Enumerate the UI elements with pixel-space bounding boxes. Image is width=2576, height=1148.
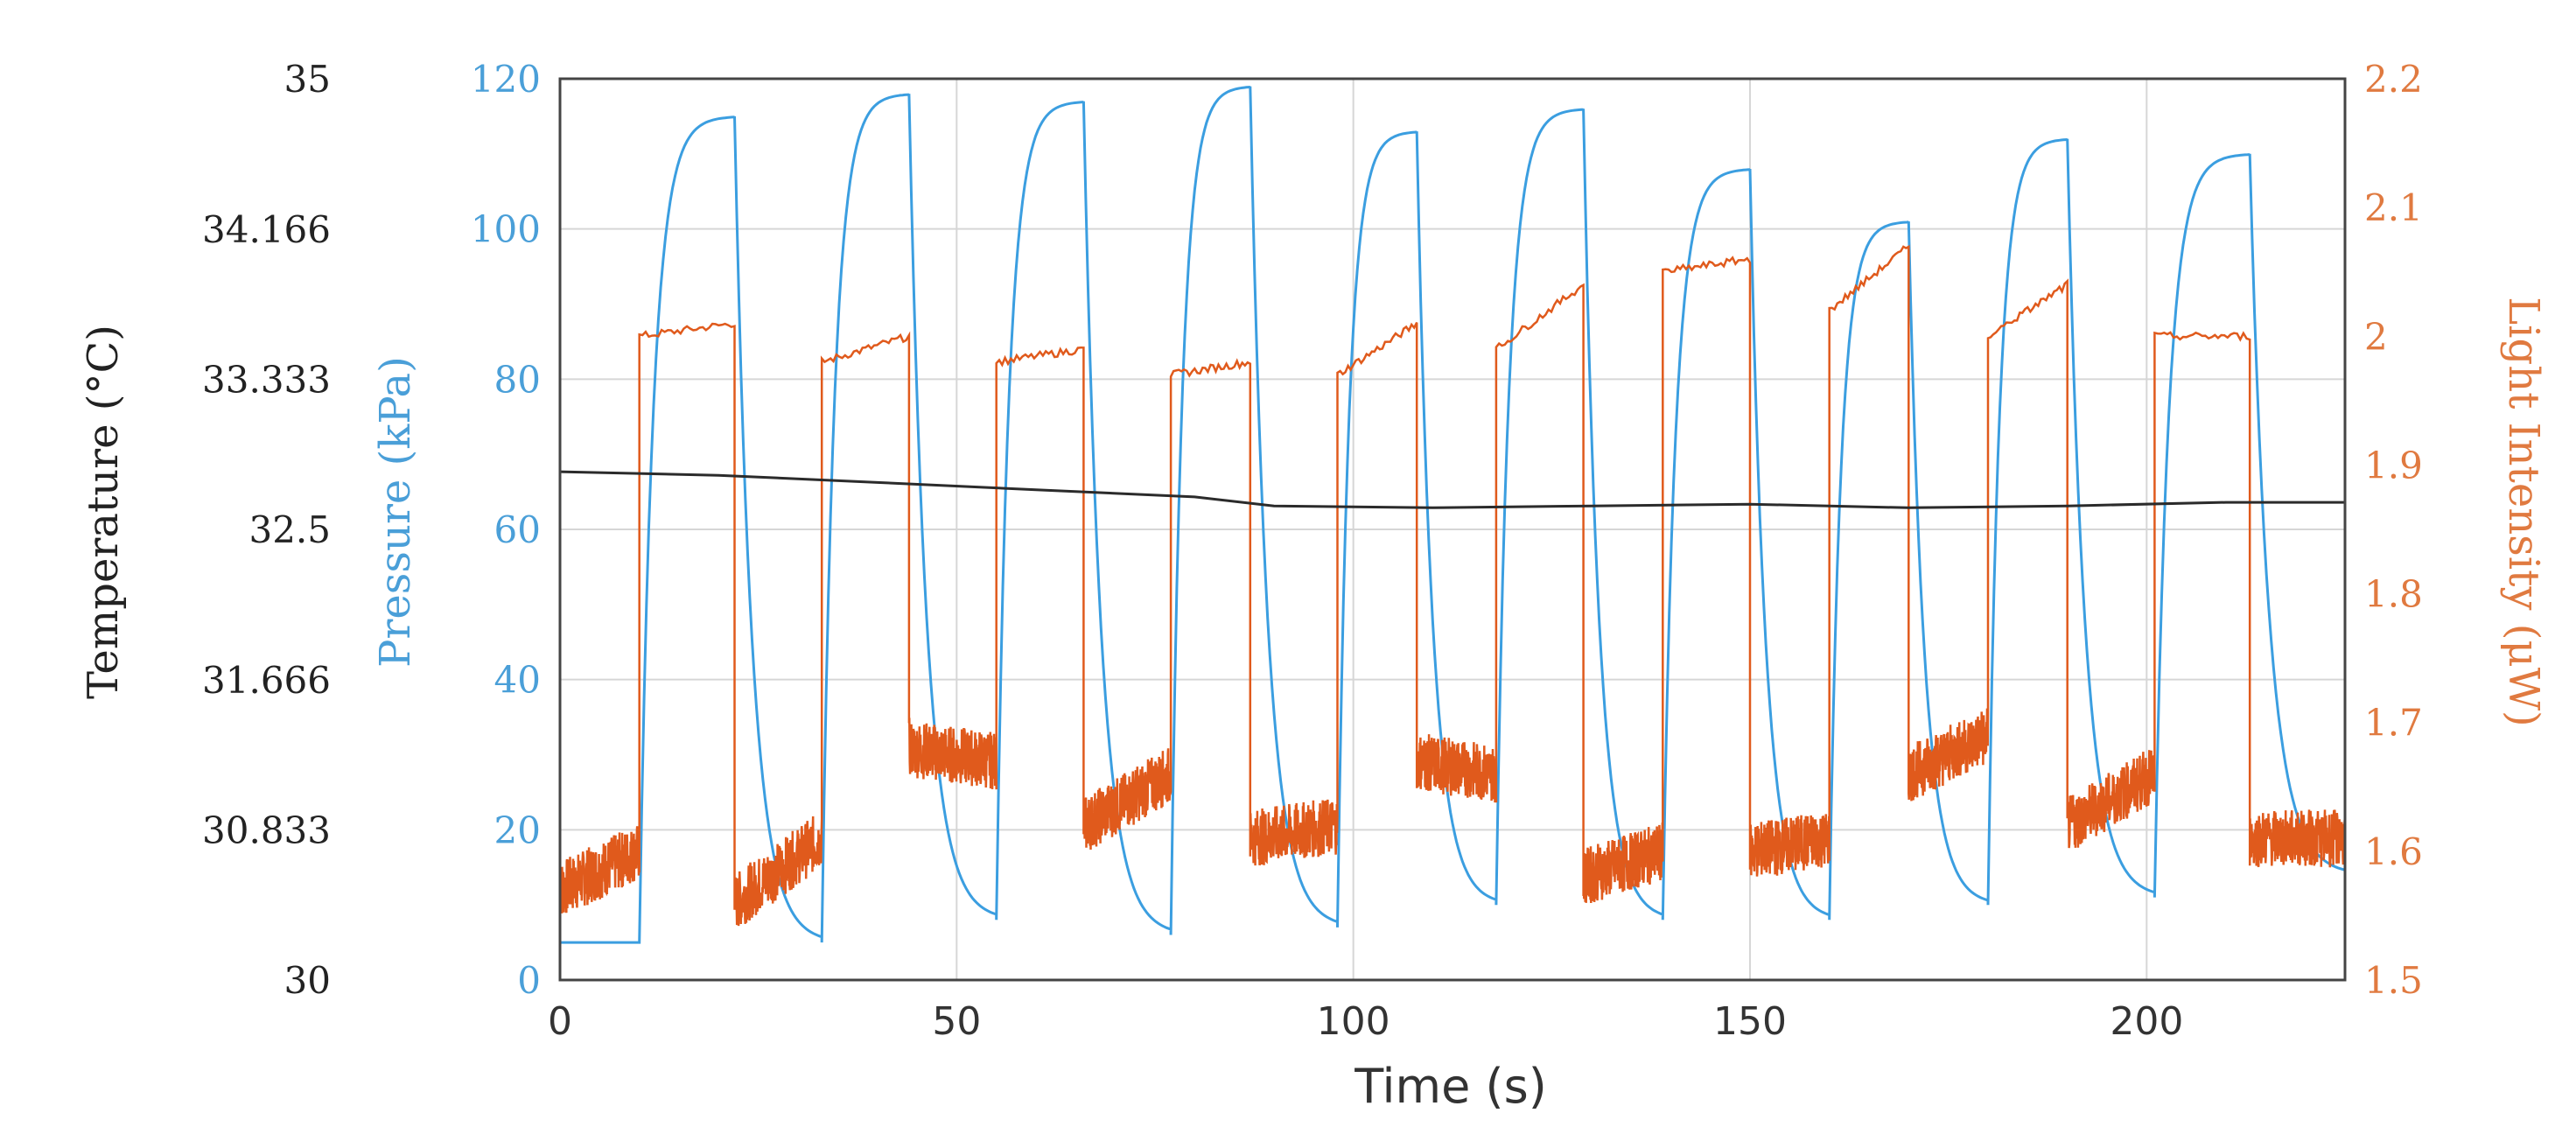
plot-frame [558,77,2347,982]
pressure-axis-title: Pressure (kPa) [371,356,420,668]
light-axis-title: Light Intensity (μW) [2499,297,2548,727]
light-tick-label: 1.9 [2364,444,2423,486]
temperature-tick-label: 30 [284,959,331,1002]
pressure-tick-label: 100 [471,208,541,251]
temperature-tick-label: 33.333 [202,358,331,401]
x-tick-label: 200 [2110,999,2183,1044]
tick-layer: 0 50 100 150 200 0 20 40 60 80 100 120 30 30.833 31.66… [202,58,2423,1044]
pressure-tick-label: 60 [494,508,541,551]
temperature-tick-label: 32.5 [248,508,331,551]
temperature-tick-label: 35 [284,58,331,101]
pressure-series [560,86,2346,944]
x-tick-label: 100 [1317,999,1390,1044]
light-tick-label: 2.1 [2364,186,2423,229]
x-tick-label: 0 [548,999,572,1044]
light-tick-label: 1.7 [2364,702,2423,745]
light-tick-label: 1.5 [2364,959,2423,1002]
pressure-tick-label: 0 [517,959,541,1002]
pressure-tick-label: 40 [494,659,541,702]
x-tick-label: 150 [1713,999,1787,1044]
series-layer [558,86,2347,944]
temperature-axis-title: Temperature (°C) [79,325,128,699]
light-tick-label: 1.6 [2364,830,2423,873]
light-intensity-series [558,244,2347,927]
temperature-tick-label: 34.166 [202,208,331,251]
light-tick-label: 2 [2364,315,2388,358]
light-tick-label: 1.8 [2364,573,2423,616]
light-tick-label: 2.2 [2364,58,2423,101]
temperature-series [559,470,2345,509]
pressure-tick-label: 20 [494,808,541,851]
grid-layer [560,79,2345,980]
x-tick-label: 50 [932,999,981,1044]
temperature-tick-label: 30.833 [202,808,331,851]
temperature-tick-label: 31.666 [202,659,331,702]
pressure-tick-label: 120 [471,58,541,101]
pressure-tick-label: 80 [494,358,541,401]
x-axis-title: Time (s) [1354,1059,1547,1114]
